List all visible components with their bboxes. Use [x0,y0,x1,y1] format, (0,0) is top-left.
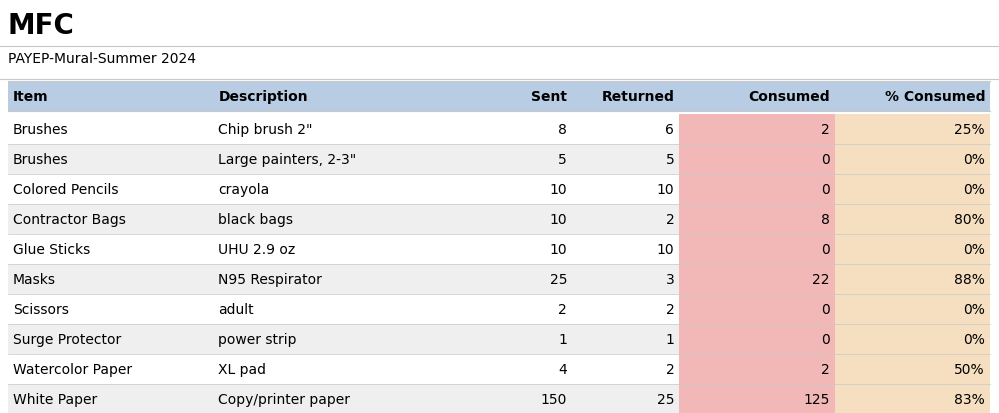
Text: Copy/printer paper: Copy/printer paper [219,392,351,406]
Text: 0%: 0% [963,332,985,346]
Text: black bags: black bags [219,212,294,226]
Bar [8,82,990,112]
Text: 25%: 25% [954,123,985,137]
Text: Large painters, 2-3": Large painters, 2-3" [219,153,357,166]
Text: 10: 10 [549,183,567,197]
Bar [8,115,679,145]
Bar [8,204,679,235]
Text: % Consumed: % Consumed [884,90,985,104]
Bar [679,145,835,175]
Text: 25: 25 [657,392,674,406]
Text: power strip: power strip [219,332,297,346]
Text: 0: 0 [821,153,830,166]
Text: 3: 3 [665,272,674,286]
Text: 5: 5 [558,153,567,166]
Text: 25: 25 [549,272,567,286]
Text: 6: 6 [665,123,674,137]
Text: MFC: MFC [8,12,75,40]
Bar [8,175,679,204]
Text: Item: Item [13,90,49,104]
Bar [8,235,679,264]
Text: 8: 8 [558,123,567,137]
Bar [835,175,990,204]
Bar [679,175,835,204]
Text: 10: 10 [656,183,674,197]
Bar [8,264,679,294]
Text: 0%: 0% [963,302,985,316]
Text: 50%: 50% [954,362,985,376]
Text: 4: 4 [558,362,567,376]
Bar [679,384,835,413]
Bar [835,264,990,294]
Bar [835,235,990,264]
Text: Chip brush 2": Chip brush 2" [219,123,313,137]
Bar [679,235,835,264]
Bar [835,145,990,175]
Bar [679,324,835,354]
Bar [835,354,990,384]
Text: 10: 10 [549,242,567,256]
Text: crayola: crayola [219,183,270,197]
Text: UHU 2.9 oz: UHU 2.9 oz [219,242,296,256]
Text: 88%: 88% [954,272,985,286]
Text: 83%: 83% [954,392,985,406]
Bar [835,384,990,413]
Text: Surge Protector: Surge Protector [13,332,121,346]
Text: Consumed: Consumed [748,90,830,104]
Bar [679,264,835,294]
Bar [835,294,990,324]
Bar [835,324,990,354]
Text: 2: 2 [665,212,674,226]
Text: 1: 1 [665,332,674,346]
Text: 2: 2 [821,362,830,376]
Text: 0%: 0% [963,242,985,256]
Bar [8,354,679,384]
Text: PAYEP-Mural-Summer 2024: PAYEP-Mural-Summer 2024 [8,52,196,66]
Text: 8: 8 [821,212,830,226]
Text: 0%: 0% [963,183,985,197]
Text: Brushes: Brushes [13,123,69,137]
Text: 22: 22 [812,272,830,286]
Bar [8,145,679,175]
Bar [679,204,835,235]
Bar [679,354,835,384]
Bar [8,294,679,324]
Text: XL pad: XL pad [219,362,267,376]
Text: 0: 0 [821,242,830,256]
Text: 125: 125 [803,392,830,406]
Text: 0: 0 [821,302,830,316]
Text: adult: adult [219,302,254,316]
Text: Scissors: Scissors [13,302,69,316]
Text: 1: 1 [558,332,567,346]
Bar [679,115,835,145]
Bar [679,294,835,324]
Text: 2: 2 [821,123,830,137]
Text: Brushes: Brushes [13,153,69,166]
Bar [835,204,990,235]
Text: 2: 2 [665,302,674,316]
Bar [8,324,679,354]
Text: 10: 10 [656,242,674,256]
Text: Returned: Returned [601,90,674,104]
Text: N95 Respirator: N95 Respirator [219,272,323,286]
Text: Sent: Sent [531,90,567,104]
Text: 2: 2 [558,302,567,316]
Text: Colored Pencils: Colored Pencils [13,183,119,197]
Text: 150: 150 [540,392,567,406]
Text: Watercolor Paper: Watercolor Paper [13,362,132,376]
Text: White Paper: White Paper [13,392,97,406]
Text: 10: 10 [549,212,567,226]
Text: 0: 0 [821,332,830,346]
Text: 5: 5 [665,153,674,166]
Bar [835,115,990,145]
Text: Glue Sticks: Glue Sticks [13,242,90,256]
Text: Contractor Bags: Contractor Bags [13,212,126,226]
Text: 2: 2 [665,362,674,376]
Text: Masks: Masks [13,272,56,286]
Text: Description: Description [219,90,308,104]
Text: 0: 0 [821,183,830,197]
Text: 0%: 0% [963,153,985,166]
Text: 80%: 80% [954,212,985,226]
Bar [8,384,679,413]
